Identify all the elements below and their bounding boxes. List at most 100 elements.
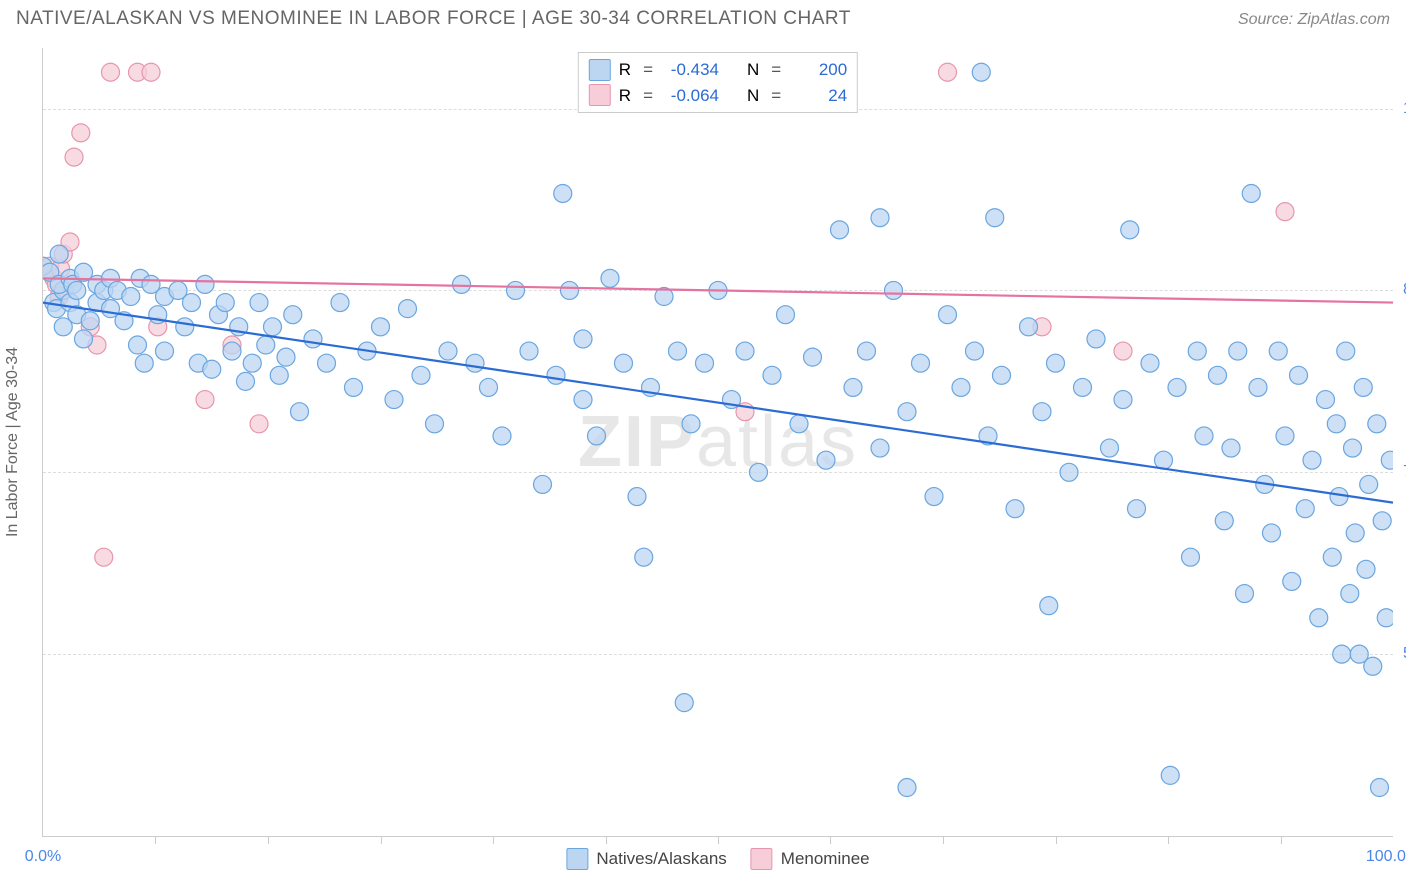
data-point: [385, 391, 403, 409]
x-tick: [1281, 836, 1282, 844]
data-point: [1346, 524, 1364, 542]
data-point: [65, 148, 83, 166]
data-point: [480, 378, 498, 396]
data-point: [1357, 560, 1375, 578]
data-point: [682, 415, 700, 433]
x-tick: [718, 836, 719, 844]
data-point: [1182, 548, 1200, 566]
data-point: [1236, 585, 1254, 603]
data-point: [588, 427, 606, 445]
data-point: [453, 275, 471, 293]
data-point: [635, 548, 653, 566]
data-point: [129, 336, 147, 354]
data-point: [75, 330, 93, 348]
data-point: [885, 281, 903, 299]
data-point: [520, 342, 538, 360]
x-tick: [606, 836, 607, 844]
chart-area: In Labor Force | Age 30-34 ZIPatlas R = …: [42, 48, 1393, 837]
data-point: [675, 694, 693, 712]
equals-sign: =: [771, 57, 781, 83]
data-point: [912, 354, 930, 372]
data-point: [399, 300, 417, 318]
data-point: [952, 378, 970, 396]
series-legend: Natives/Alaskans Menominee: [566, 848, 869, 870]
data-point: [183, 294, 201, 312]
data-point: [1344, 439, 1362, 457]
data-point: [257, 336, 275, 354]
data-point: [1364, 657, 1382, 675]
equals-sign: =: [643, 57, 653, 83]
data-point: [1354, 378, 1372, 396]
data-point: [1168, 378, 1186, 396]
n-label: N: [747, 57, 759, 83]
legend-item-1: Natives/Alaskans: [566, 848, 726, 870]
data-point: [1128, 500, 1146, 518]
data-point: [304, 330, 322, 348]
data-point: [1229, 342, 1247, 360]
trend-line: [43, 303, 1393, 503]
data-point: [1249, 378, 1267, 396]
data-point: [466, 354, 484, 372]
data-point: [1368, 415, 1386, 433]
data-point: [196, 391, 214, 409]
data-point: [203, 360, 221, 378]
data-point: [1121, 221, 1139, 239]
data-point: [898, 403, 916, 421]
data-point: [1333, 645, 1351, 663]
correlation-row-2: R = -0.064 N = 24: [589, 83, 847, 109]
data-point: [831, 221, 849, 239]
data-point: [1310, 609, 1328, 627]
data-point: [1263, 524, 1281, 542]
data-point: [1296, 500, 1314, 518]
data-point: [142, 63, 160, 81]
data-point: [372, 318, 390, 336]
data-point: [574, 330, 592, 348]
r-value-1: -0.434: [665, 57, 719, 83]
data-point: [412, 366, 430, 384]
data-point: [696, 354, 714, 372]
data-point: [804, 348, 822, 366]
x-tick: [943, 836, 944, 844]
r-label: R: [619, 83, 631, 109]
data-point: [574, 391, 592, 409]
data-point: [561, 281, 579, 299]
data-point: [1114, 342, 1132, 360]
correlation-row-1: R = -0.434 N = 200: [589, 57, 847, 83]
data-point: [1242, 184, 1260, 202]
data-point: [1188, 342, 1206, 360]
data-point: [270, 366, 288, 384]
data-point: [264, 318, 282, 336]
data-point: [102, 63, 120, 81]
data-point: [1323, 548, 1341, 566]
data-point: [1283, 572, 1301, 590]
equals-sign: =: [643, 83, 653, 109]
data-point: [534, 475, 552, 493]
data-point: [1020, 318, 1038, 336]
data-point: [1377, 609, 1393, 627]
swatch-series-1: [566, 848, 588, 870]
data-point: [736, 342, 754, 360]
y-axis-label: In Labor Force | Age 30-34: [4, 347, 22, 537]
data-point: [81, 312, 99, 330]
x-tick-label: 100.0%: [1366, 848, 1406, 866]
data-point: [993, 366, 1011, 384]
data-point: [986, 209, 1004, 227]
n-value-1: 200: [793, 57, 847, 83]
data-point: [939, 306, 957, 324]
data-point: [277, 348, 295, 366]
data-point: [176, 318, 194, 336]
swatch-series-2: [589, 84, 611, 106]
data-point: [858, 342, 876, 360]
data-point: [237, 372, 255, 390]
data-point: [1303, 451, 1321, 469]
legend-item-2: Menominee: [751, 848, 870, 870]
data-point: [1337, 342, 1355, 360]
data-point: [669, 342, 687, 360]
data-point: [817, 451, 835, 469]
scatter-plot-svg: [43, 48, 1393, 836]
data-point: [1195, 427, 1213, 445]
data-point: [1114, 391, 1132, 409]
data-point: [898, 779, 916, 797]
data-point: [95, 548, 113, 566]
data-point: [216, 294, 234, 312]
